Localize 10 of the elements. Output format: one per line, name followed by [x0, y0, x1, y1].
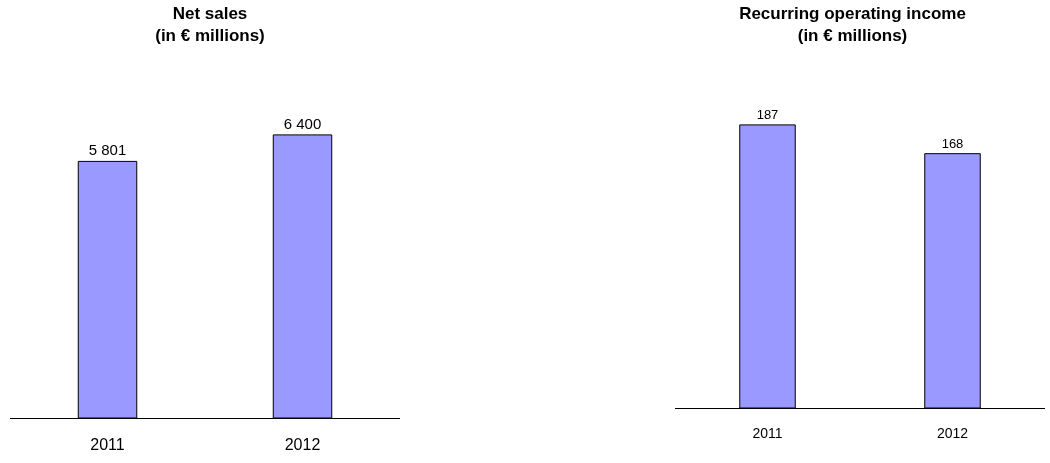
- x-tick-label: 2011: [90, 436, 125, 454]
- chart-title: Net sales (in € millions): [155, 3, 265, 45]
- data-label: 168: [941, 135, 964, 151]
- data-label: 187: [756, 106, 779, 122]
- x-tick-label: 2012: [936, 424, 969, 441]
- data-label: 5 801: [88, 141, 127, 159]
- data-label: 6 400: [283, 114, 322, 132]
- x-tick-label: 2012: [284, 436, 321, 454]
- x-tick-label: 2011: [752, 424, 783, 441]
- chart-title: Recurring operating income (in € millions): [739, 3, 966, 45]
